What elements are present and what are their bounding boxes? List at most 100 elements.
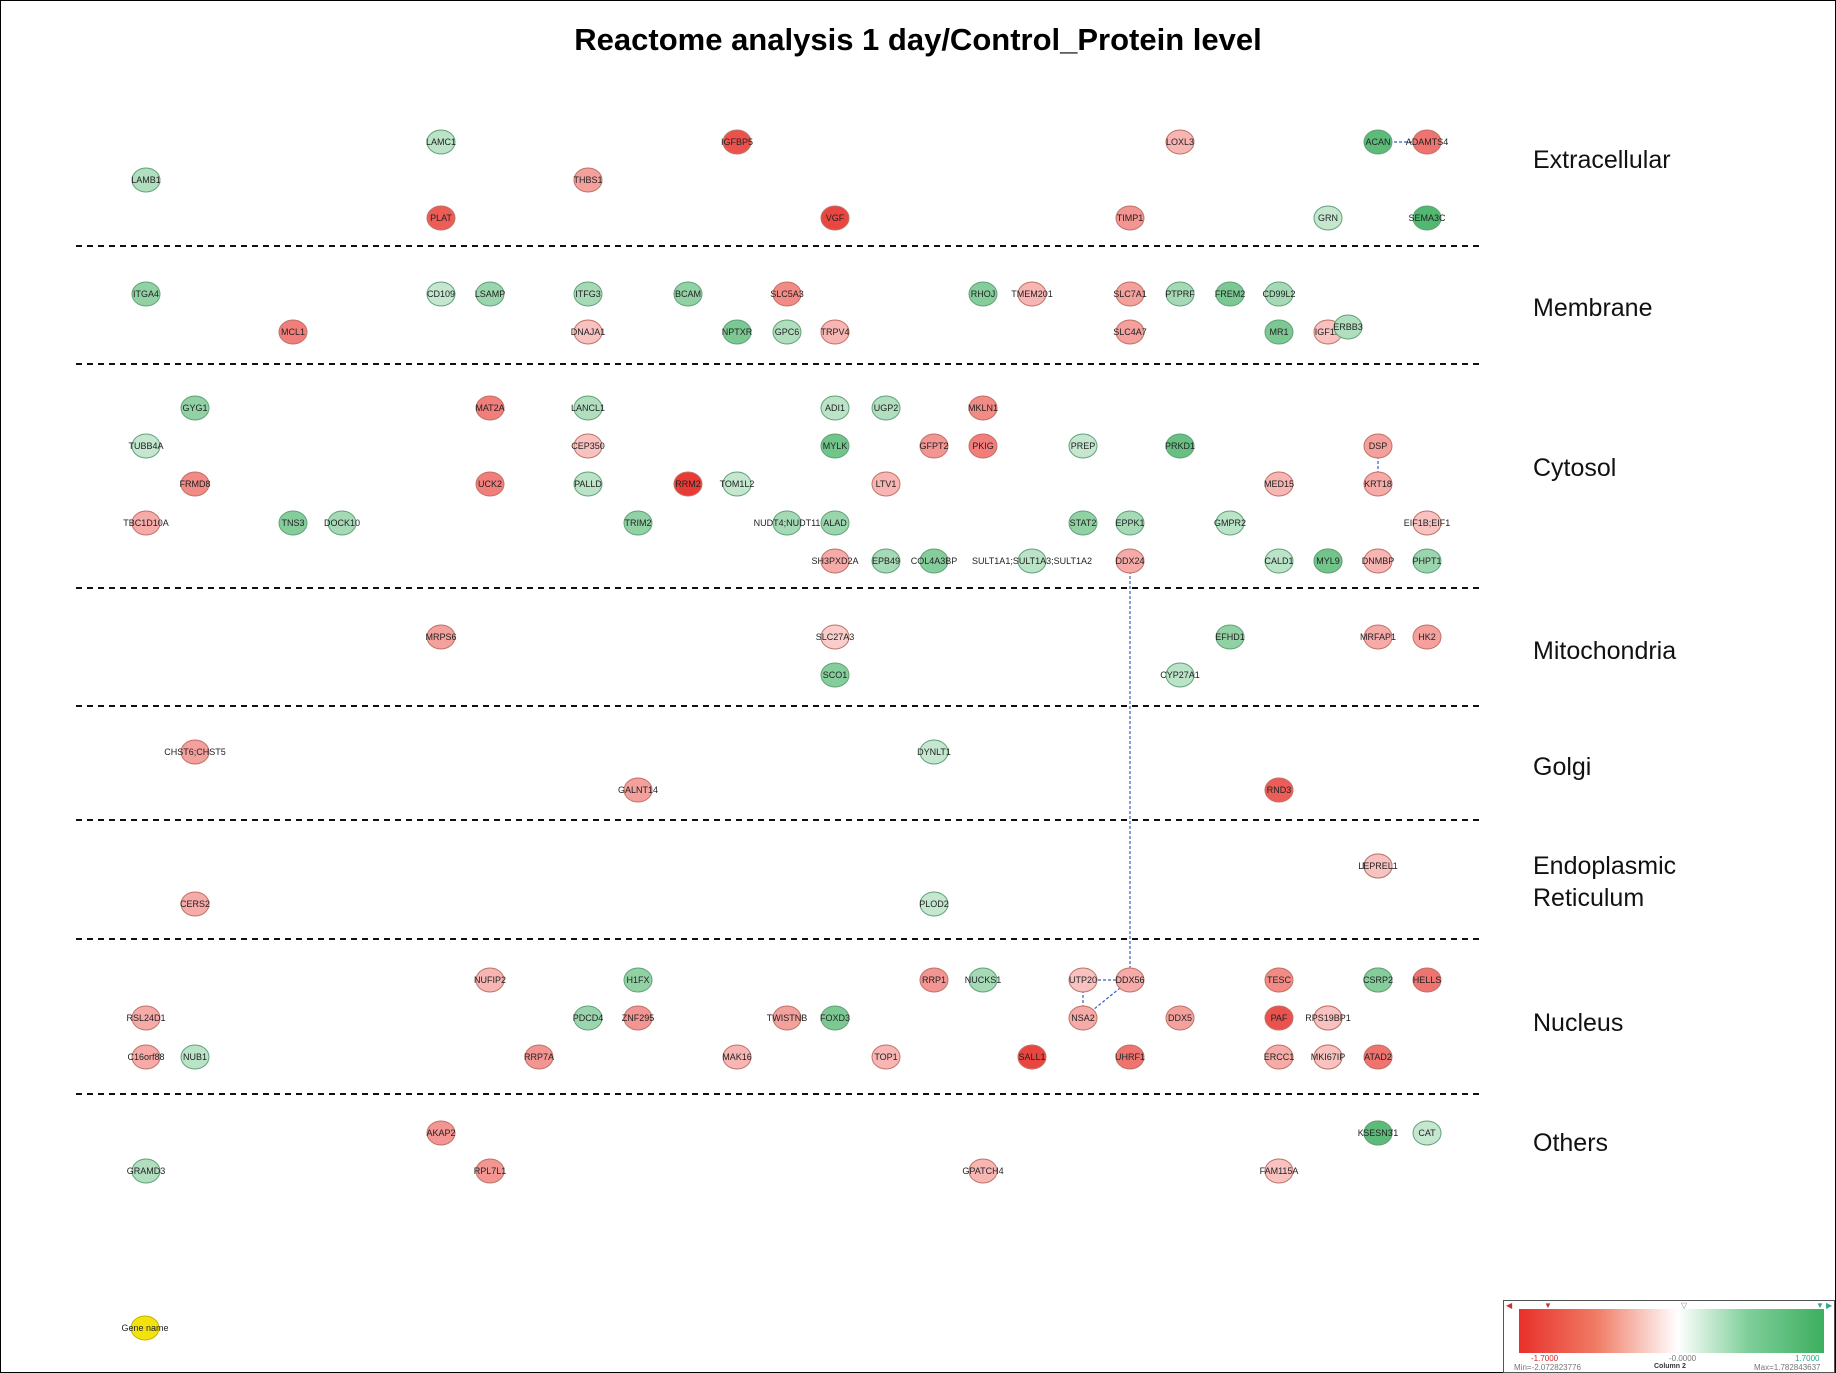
gene-node-ddx24[interactable]: DDX24	[1115, 548, 1145, 574]
gene-node-sema3c[interactable]: SEMA3C	[1408, 205, 1446, 231]
gene-node-sesn3[interactable]: SESN3	[1363, 1120, 1393, 1146]
gene-node-atad2[interactable]: ATAD2	[1363, 1044, 1393, 1070]
gene-node-lamc1[interactable]: LAMC1	[426, 129, 456, 155]
gene-node-tom1l2[interactable]: TOM1L2	[720, 471, 755, 497]
gene-node-itga4[interactable]: ITGA4	[131, 281, 161, 307]
gene-node-tns3[interactable]: TNS3	[278, 510, 308, 536]
gene-node-bcam[interactable]: BCAM	[673, 281, 703, 307]
gene-node-dock10[interactable]: DOCK10	[324, 510, 360, 536]
gene-node-nufip2[interactable]: NUFIP2	[474, 967, 506, 993]
gene-node-prkd1[interactable]: PRKD1	[1165, 433, 1195, 459]
gene-node-ptprf[interactable]: PTPRF	[1165, 281, 1195, 307]
gene-node-cald1[interactable]: CALD1	[1264, 548, 1294, 574]
gene-node-uck2[interactable]: UCK2	[475, 471, 505, 497]
gene-node-mcl1[interactable]: MCL1	[278, 319, 308, 345]
gene-node-tbc1d10a[interactable]: TBC1D10A	[123, 510, 169, 536]
gene-node-frem2[interactable]: FREM2	[1215, 281, 1246, 307]
gene-node-twistnb[interactable]: TWISTNB	[767, 1005, 808, 1031]
gene-node-rhoj[interactable]: RHOJ	[968, 281, 998, 307]
gene-node-fam115a[interactable]: FAM115A	[1260, 1158, 1299, 1184]
gene-node-adamts4[interactable]: ADAMTS4	[1406, 129, 1449, 155]
gene-node-ugp2[interactable]: UGP2	[871, 395, 901, 421]
gene-node-utp20[interactable]: UTP20	[1068, 967, 1098, 993]
gene-node-dsp[interactable]: DSP	[1363, 433, 1393, 459]
legend-mid-handle-icon[interactable]: ▽	[1681, 1301, 1688, 1310]
gene-node-frmd8[interactable]: FRMD8	[180, 471, 211, 497]
gene-node-palld[interactable]: PALLD	[573, 471, 603, 497]
gene-node-mylk[interactable]: MYLK	[820, 433, 850, 459]
gene-node-sh3pxd2a[interactable]: SH3PXD2A	[811, 548, 859, 574]
gene-node-slc4a7[interactable]: SLC4A7	[1113, 319, 1147, 345]
gene-node-gpatch4[interactable]: GPATCH4	[962, 1158, 1004, 1184]
gene-node-dynlt1[interactable]: DYNLT1	[917, 739, 951, 765]
gene-node-eppk1[interactable]: EPPK1	[1115, 510, 1145, 536]
gene-node-cyp27a1[interactable]: CYP27A1	[1160, 662, 1200, 688]
gene-node-itfg3[interactable]: ITFG3	[573, 281, 603, 307]
gene-node-plat[interactable]: PLAT	[426, 205, 456, 231]
gene-node-rps19bp1[interactable]: RPS19BP1	[1305, 1005, 1351, 1031]
gene-node-gyg1[interactable]: GYG1	[180, 395, 210, 421]
gene-node-akap2[interactable]: AKAP2	[426, 1120, 456, 1146]
gene-node-slc27a3[interactable]: SLC27A3	[816, 624, 855, 650]
gene-node-rnd3[interactable]: RND3	[1264, 777, 1294, 803]
gene-node-mat2a[interactable]: MAT2A	[475, 395, 505, 421]
gene-node-lsamp[interactable]: LSAMP	[475, 281, 506, 307]
gene-node-lancl1[interactable]: LANCL1	[571, 395, 605, 421]
gene-node-ercc1[interactable]: ERCC1	[1264, 1044, 1295, 1070]
gene-node-tmem201[interactable]: TMEM201	[1011, 281, 1053, 307]
gene-node-sult1a1-sult1a3-sult1a2[interactable]: SULT1A1;SULT1A3;SULT1A2	[972, 548, 1092, 574]
legend-left-arrow-icon[interactable]: ◀	[1506, 1301, 1513, 1310]
gene-node-stat2[interactable]: STAT2	[1068, 510, 1098, 536]
gene-node-cers2[interactable]: CERS2	[180, 891, 210, 917]
gene-node-gramd3[interactable]: GRAMD3	[127, 1158, 166, 1184]
gene-node-mkln1[interactable]: MKLN1	[968, 395, 998, 421]
gene-node-galnt14[interactable]: GALNT14	[618, 777, 658, 803]
gene-node-slc7a1[interactable]: SLC7A1	[1113, 281, 1147, 307]
gene-node-plod2[interactable]: PLOD2	[919, 891, 949, 917]
gene-node-col4a3bp[interactable]: COL4A3BP	[911, 548, 958, 574]
gene-node-epb49[interactable]: EPB49	[871, 548, 901, 574]
gene-node-rpl7l1[interactable]: RPL7L1	[474, 1158, 507, 1184]
legend-max-handle-icon[interactable]: ▼	[1816, 1301, 1824, 1310]
gene-node-eif1b-eif1[interactable]: EIF1B;EIF1	[1404, 510, 1451, 536]
gene-node-phpt1[interactable]: PHPT1	[1412, 548, 1442, 574]
gene-node-lamb1[interactable]: LAMB1	[131, 167, 161, 193]
gene-node-efhd1[interactable]: EFHD1	[1215, 624, 1245, 650]
gene-node-mrfap1[interactable]: MRFAP1	[1360, 624, 1396, 650]
gene-node-dnaja1[interactable]: DNAJA1	[571, 319, 606, 345]
gene-node-cd109[interactable]: CD109	[426, 281, 456, 307]
gene-node-uhrf1[interactable]: UHRF1	[1115, 1044, 1145, 1070]
legend-min-handle-icon[interactable]: ▼	[1544, 1301, 1552, 1310]
gene-node-nub1[interactable]: NUB1	[180, 1044, 210, 1070]
gene-node-nucks1[interactable]: NUCKS1	[965, 967, 1002, 993]
gene-node-ltv1[interactable]: LTV1	[871, 471, 901, 497]
gene-node-timp1[interactable]: TIMP1	[1115, 205, 1145, 231]
gene-node-nptxr[interactable]: NPTXR	[722, 319, 753, 345]
gene-node-myl9[interactable]: MYL9	[1313, 548, 1343, 574]
gene-node-loxl3[interactable]: LOXL3	[1165, 129, 1195, 155]
gene-node-grn[interactable]: GRN	[1313, 205, 1343, 231]
gene-node-nsa2[interactable]: NSA2	[1068, 1005, 1098, 1031]
gene-node-rsl24d1[interactable]: RSL24D1	[126, 1005, 166, 1031]
gene-node-paf[interactable]: PAF	[1264, 1005, 1294, 1031]
gene-node-cep350[interactable]: CEP350	[571, 433, 605, 459]
gene-node-pkig[interactable]: PKIG	[968, 433, 998, 459]
gene-node-tesc[interactable]: TESC	[1264, 967, 1294, 993]
gene-node-thbs1[interactable]: THBS1	[573, 167, 603, 193]
gene-node-adi1[interactable]: ADI1	[820, 395, 850, 421]
gene-node-sall1[interactable]: SALL1	[1017, 1044, 1047, 1070]
gene-node-vgf[interactable]: VGF	[820, 205, 850, 231]
legend-right-arrow-icon[interactable]: ▶	[1826, 1301, 1833, 1310]
gene-node-trpv4[interactable]: TRPV4	[820, 319, 850, 345]
gene-node-cd99l2[interactable]: CD99L2	[1262, 281, 1296, 307]
gene-node-hk2[interactable]: HK2	[1412, 624, 1442, 650]
gene-node-erbb3[interactable]: ERBB3	[1333, 314, 1363, 340]
gene-node-slc5a3[interactable]: SLC5A3	[770, 281, 804, 307]
gene-node-c16orf88[interactable]: C16orf88	[127, 1044, 165, 1070]
gene-node-sco1[interactable]: SCO1	[820, 662, 850, 688]
gene-node-leprel1[interactable]: LEPREL1	[1358, 853, 1398, 879]
gene-node-tubb4a[interactable]: TUBB4A	[128, 433, 164, 459]
gene-node-gmpr2[interactable]: GMPR2	[1214, 510, 1246, 536]
gene-node-acan[interactable]: ACAN	[1363, 129, 1393, 155]
gene-node-gpc6[interactable]: GPC6	[772, 319, 802, 345]
